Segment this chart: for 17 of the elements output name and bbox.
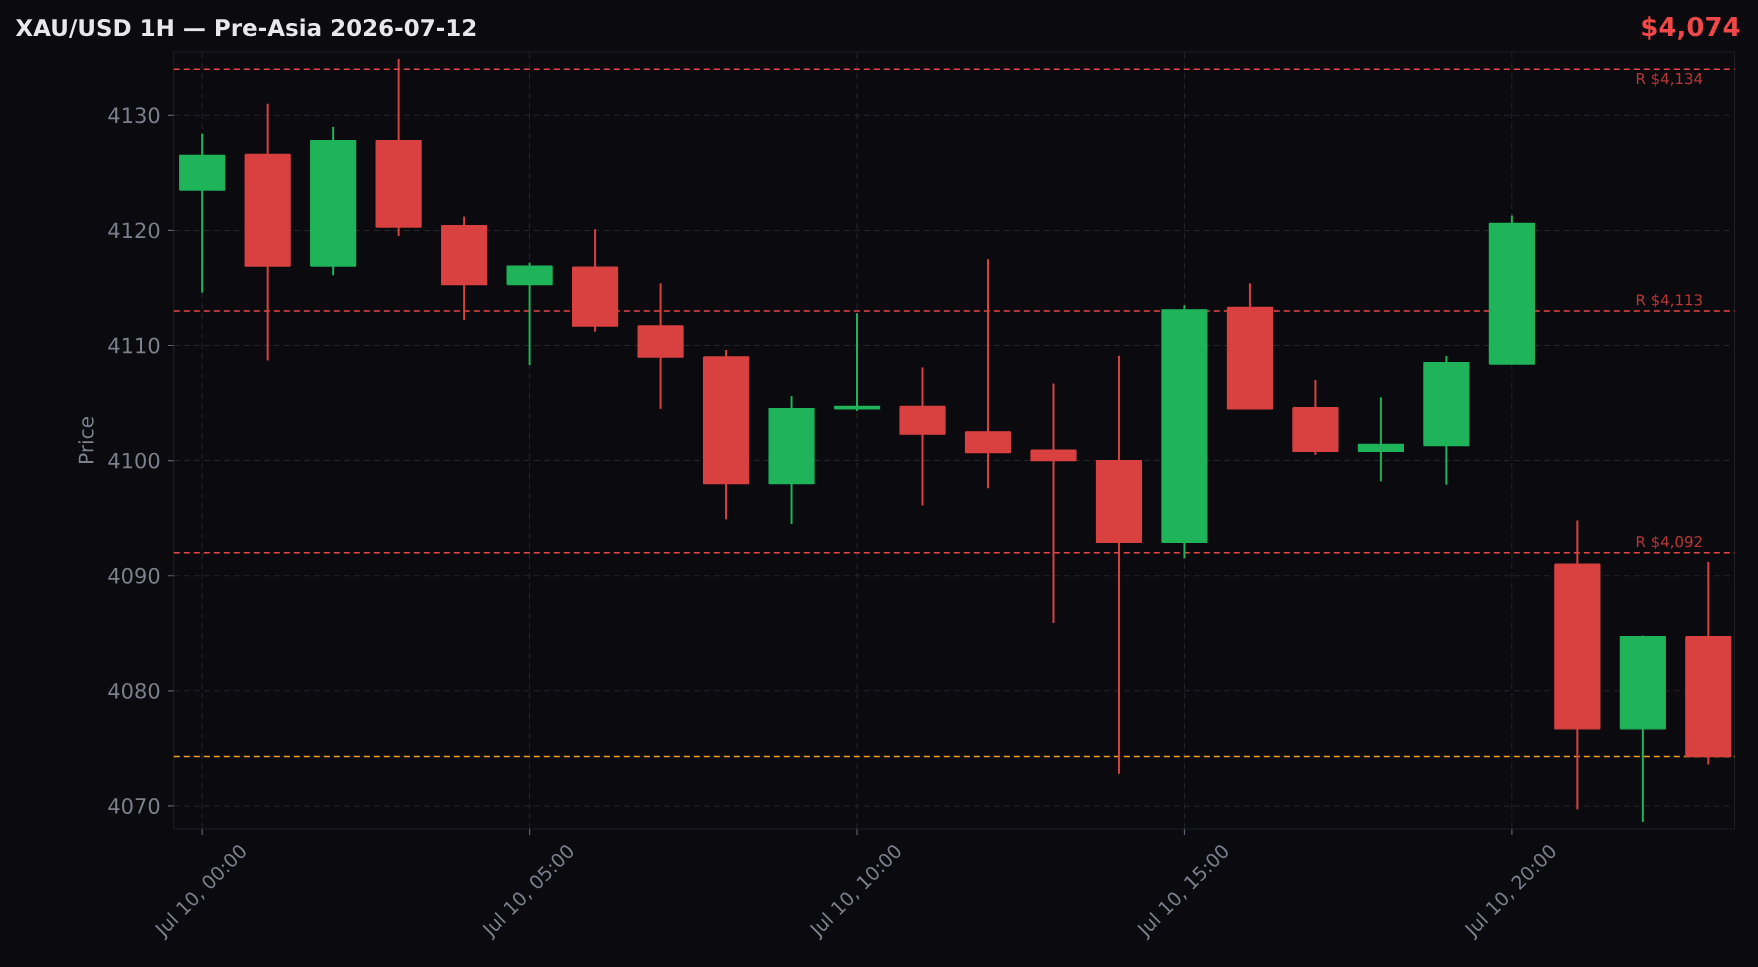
candlestick (964, 258, 1012, 490)
y-tick-label: 4080 (108, 682, 160, 699)
candlestick (1030, 382, 1077, 624)
y-tick-label: 4110 (108, 337, 160, 354)
y-tick-label: 4070 (108, 798, 160, 814)
text: $4,074 (1642, 16, 1740, 40)
candlestick (833, 312, 881, 413)
y-tick-label: 4120 (108, 222, 160, 239)
y-axis-title: Price (78, 417, 94, 463)
ref-line-label: R $4,134 (1636, 72, 1703, 87)
chart-title: XAU/USD 1H — Pre-Asia 2026-07-12 (15, 18, 476, 39)
y-tick-label: 4090 (108, 567, 160, 584)
ref-line-label: R $4,113 (1636, 293, 1702, 308)
y-tick-label: 4130 (108, 107, 160, 124)
candlestick (1357, 396, 1404, 483)
ref-line-label: R $4,092 (1636, 535, 1702, 550)
y-tick-label: 4100 (108, 452, 160, 469)
